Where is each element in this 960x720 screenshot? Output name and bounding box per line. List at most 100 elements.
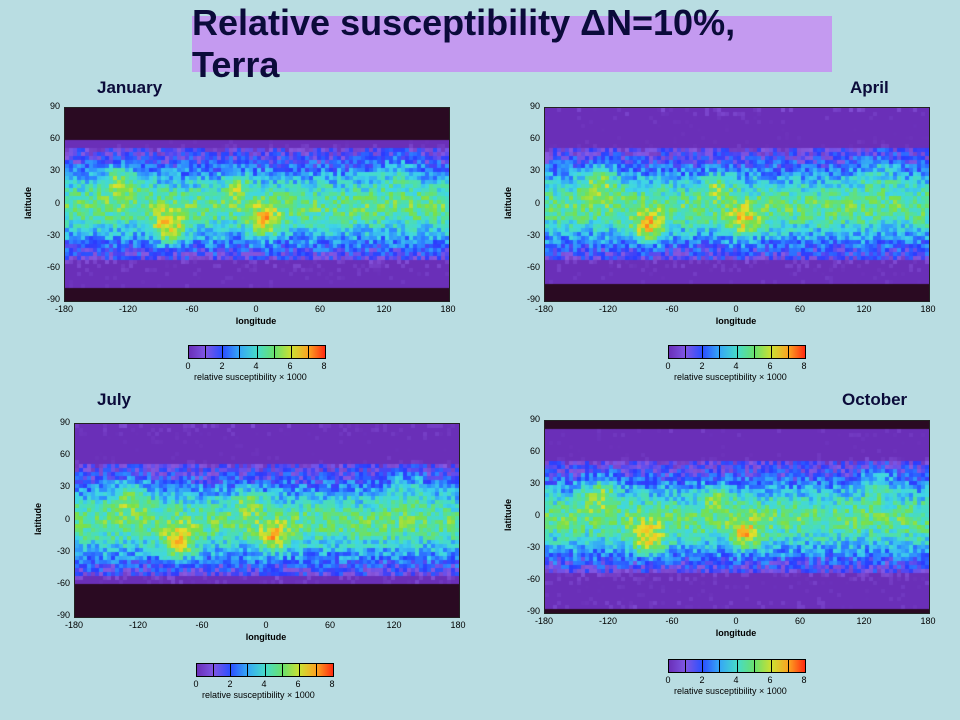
colorbar-segment	[771, 346, 789, 358]
panel-label: October	[842, 390, 908, 409]
y-tick-label: -60	[56, 577, 70, 588]
x-tick-label: 180	[450, 620, 466, 630]
x-tick-label: 180	[920, 304, 936, 314]
colorbar-segment	[754, 660, 772, 672]
y-tick-label: 30	[49, 165, 60, 176]
heatmap-map	[64, 107, 450, 302]
y-tick-label: 90	[529, 414, 540, 424]
y-axis-title: latitude	[33, 502, 43, 535]
colorbar-segment	[257, 346, 275, 358]
colorbar-tick-label: 0	[665, 361, 671, 371]
x-tick-label: 60	[794, 616, 805, 626]
x-tick-label: 180	[440, 304, 456, 314]
x-tick-label: 120	[386, 620, 402, 630]
x-tick-label: 60	[794, 304, 805, 314]
colorbar-tick-label: 2	[219, 361, 225, 371]
y-tick-label: -30	[526, 542, 540, 552]
colorbar-title: relative susceptibility × 1000	[194, 372, 307, 382]
colorbar	[196, 663, 334, 677]
colorbar-segment	[771, 660, 789, 672]
colorbar	[668, 659, 806, 673]
colorbar-segment	[669, 660, 687, 672]
panel-label: July	[97, 390, 132, 409]
x-tick-label: 60	[324, 620, 335, 630]
colorbar-segment	[291, 346, 309, 358]
y-axis-title: latitude	[503, 499, 513, 532]
y-tick-label: -60	[46, 261, 60, 272]
colorbar-segment	[206, 346, 224, 358]
colorbar-tick-label: 0	[193, 679, 199, 689]
colorbar-tick-label: 8	[329, 679, 335, 689]
x-tick-label: -120	[598, 304, 617, 314]
colorbar-segment	[282, 664, 300, 676]
y-tick-label: 60	[529, 446, 540, 456]
x-tick-label: 60	[314, 304, 325, 314]
y-tick-label: -60	[526, 261, 540, 272]
y-tick-label: 0	[64, 513, 70, 524]
heatmap-canvas	[545, 108, 929, 301]
x-tick-label: 120	[376, 304, 392, 314]
x-axis-title: longitude	[235, 316, 277, 326]
x-tick-label: -180	[534, 304, 553, 314]
colorbar-tick-label: 4	[253, 361, 259, 371]
colorbar-title: relative susceptibility × 1000	[202, 690, 315, 700]
y-tick-label: -30	[46, 229, 60, 240]
colorbar-segment	[703, 660, 721, 672]
colorbar-tick-label: 0	[185, 361, 191, 371]
colorbar-segment	[197, 664, 215, 676]
x-tick-label: -60	[665, 616, 679, 626]
x-tick-label: -120	[598, 616, 617, 626]
colorbar-segment	[189, 346, 207, 358]
y-tick-label: -30	[526, 229, 540, 240]
y-tick-label: 60	[59, 449, 70, 460]
panel-label: January	[97, 78, 163, 97]
x-tick-label: -180	[534, 616, 553, 626]
x-axis-title: longitude	[715, 316, 757, 326]
colorbar-segment	[223, 346, 241, 358]
y-tick-label: 0	[534, 197, 540, 208]
x-tick-label: -120	[118, 304, 137, 314]
x-tick-label: 0	[263, 620, 269, 630]
colorbar-title: relative susceptibility × 1000	[674, 372, 787, 382]
colorbar-tick-label: 6	[767, 675, 773, 685]
x-tick-label: -60	[665, 304, 679, 314]
y-tick-label: 60	[529, 133, 540, 144]
x-axis-title: longitude	[715, 628, 757, 638]
colorbar-segment	[720, 346, 738, 358]
colorbar-tick-label: 4	[733, 361, 739, 371]
heatmap-canvas	[545, 421, 929, 613]
y-tick-label: -90	[526, 606, 540, 616]
colorbar-segment	[686, 660, 704, 672]
heatmap-map	[544, 420, 930, 614]
colorbar-segment	[686, 346, 704, 358]
page-title: Relative susceptibility ΔN=10%, Terra	[192, 2, 736, 85]
heatmap-canvas	[65, 108, 449, 301]
y-axis-title: latitude	[23, 186, 33, 219]
colorbar-segment	[737, 346, 755, 358]
y-tick-label: 30	[529, 478, 540, 488]
colorbar-segment	[299, 664, 317, 676]
x-tick-label: 0	[253, 304, 259, 314]
x-tick-label: 120	[856, 616, 872, 626]
colorbar-segment	[737, 660, 755, 672]
colorbar-tick-label: 6	[287, 361, 293, 371]
colorbar-title: relative susceptibility × 1000	[674, 686, 787, 696]
x-tick-label: -180	[54, 304, 73, 314]
colorbar-segment	[703, 346, 721, 358]
colorbar-segment	[316, 664, 333, 676]
colorbar-tick-label: 2	[699, 675, 705, 685]
y-tick-label: -90	[526, 294, 540, 304]
x-tick-label: 120	[856, 304, 872, 314]
colorbar-tick-label: 2	[227, 679, 233, 689]
y-tick-label: -90	[46, 294, 60, 304]
colorbar-segment	[274, 346, 292, 358]
y-tick-label: 90	[59, 417, 70, 427]
colorbar-segment	[788, 660, 805, 672]
y-tick-label: -30	[56, 545, 70, 556]
y-tick-label: 30	[529, 165, 540, 176]
colorbar-segment	[265, 664, 283, 676]
colorbar-tick-label: 6	[295, 679, 301, 689]
colorbar	[188, 345, 326, 359]
y-tick-label: 90	[529, 101, 540, 111]
colorbar-tick-label: 6	[767, 361, 773, 371]
